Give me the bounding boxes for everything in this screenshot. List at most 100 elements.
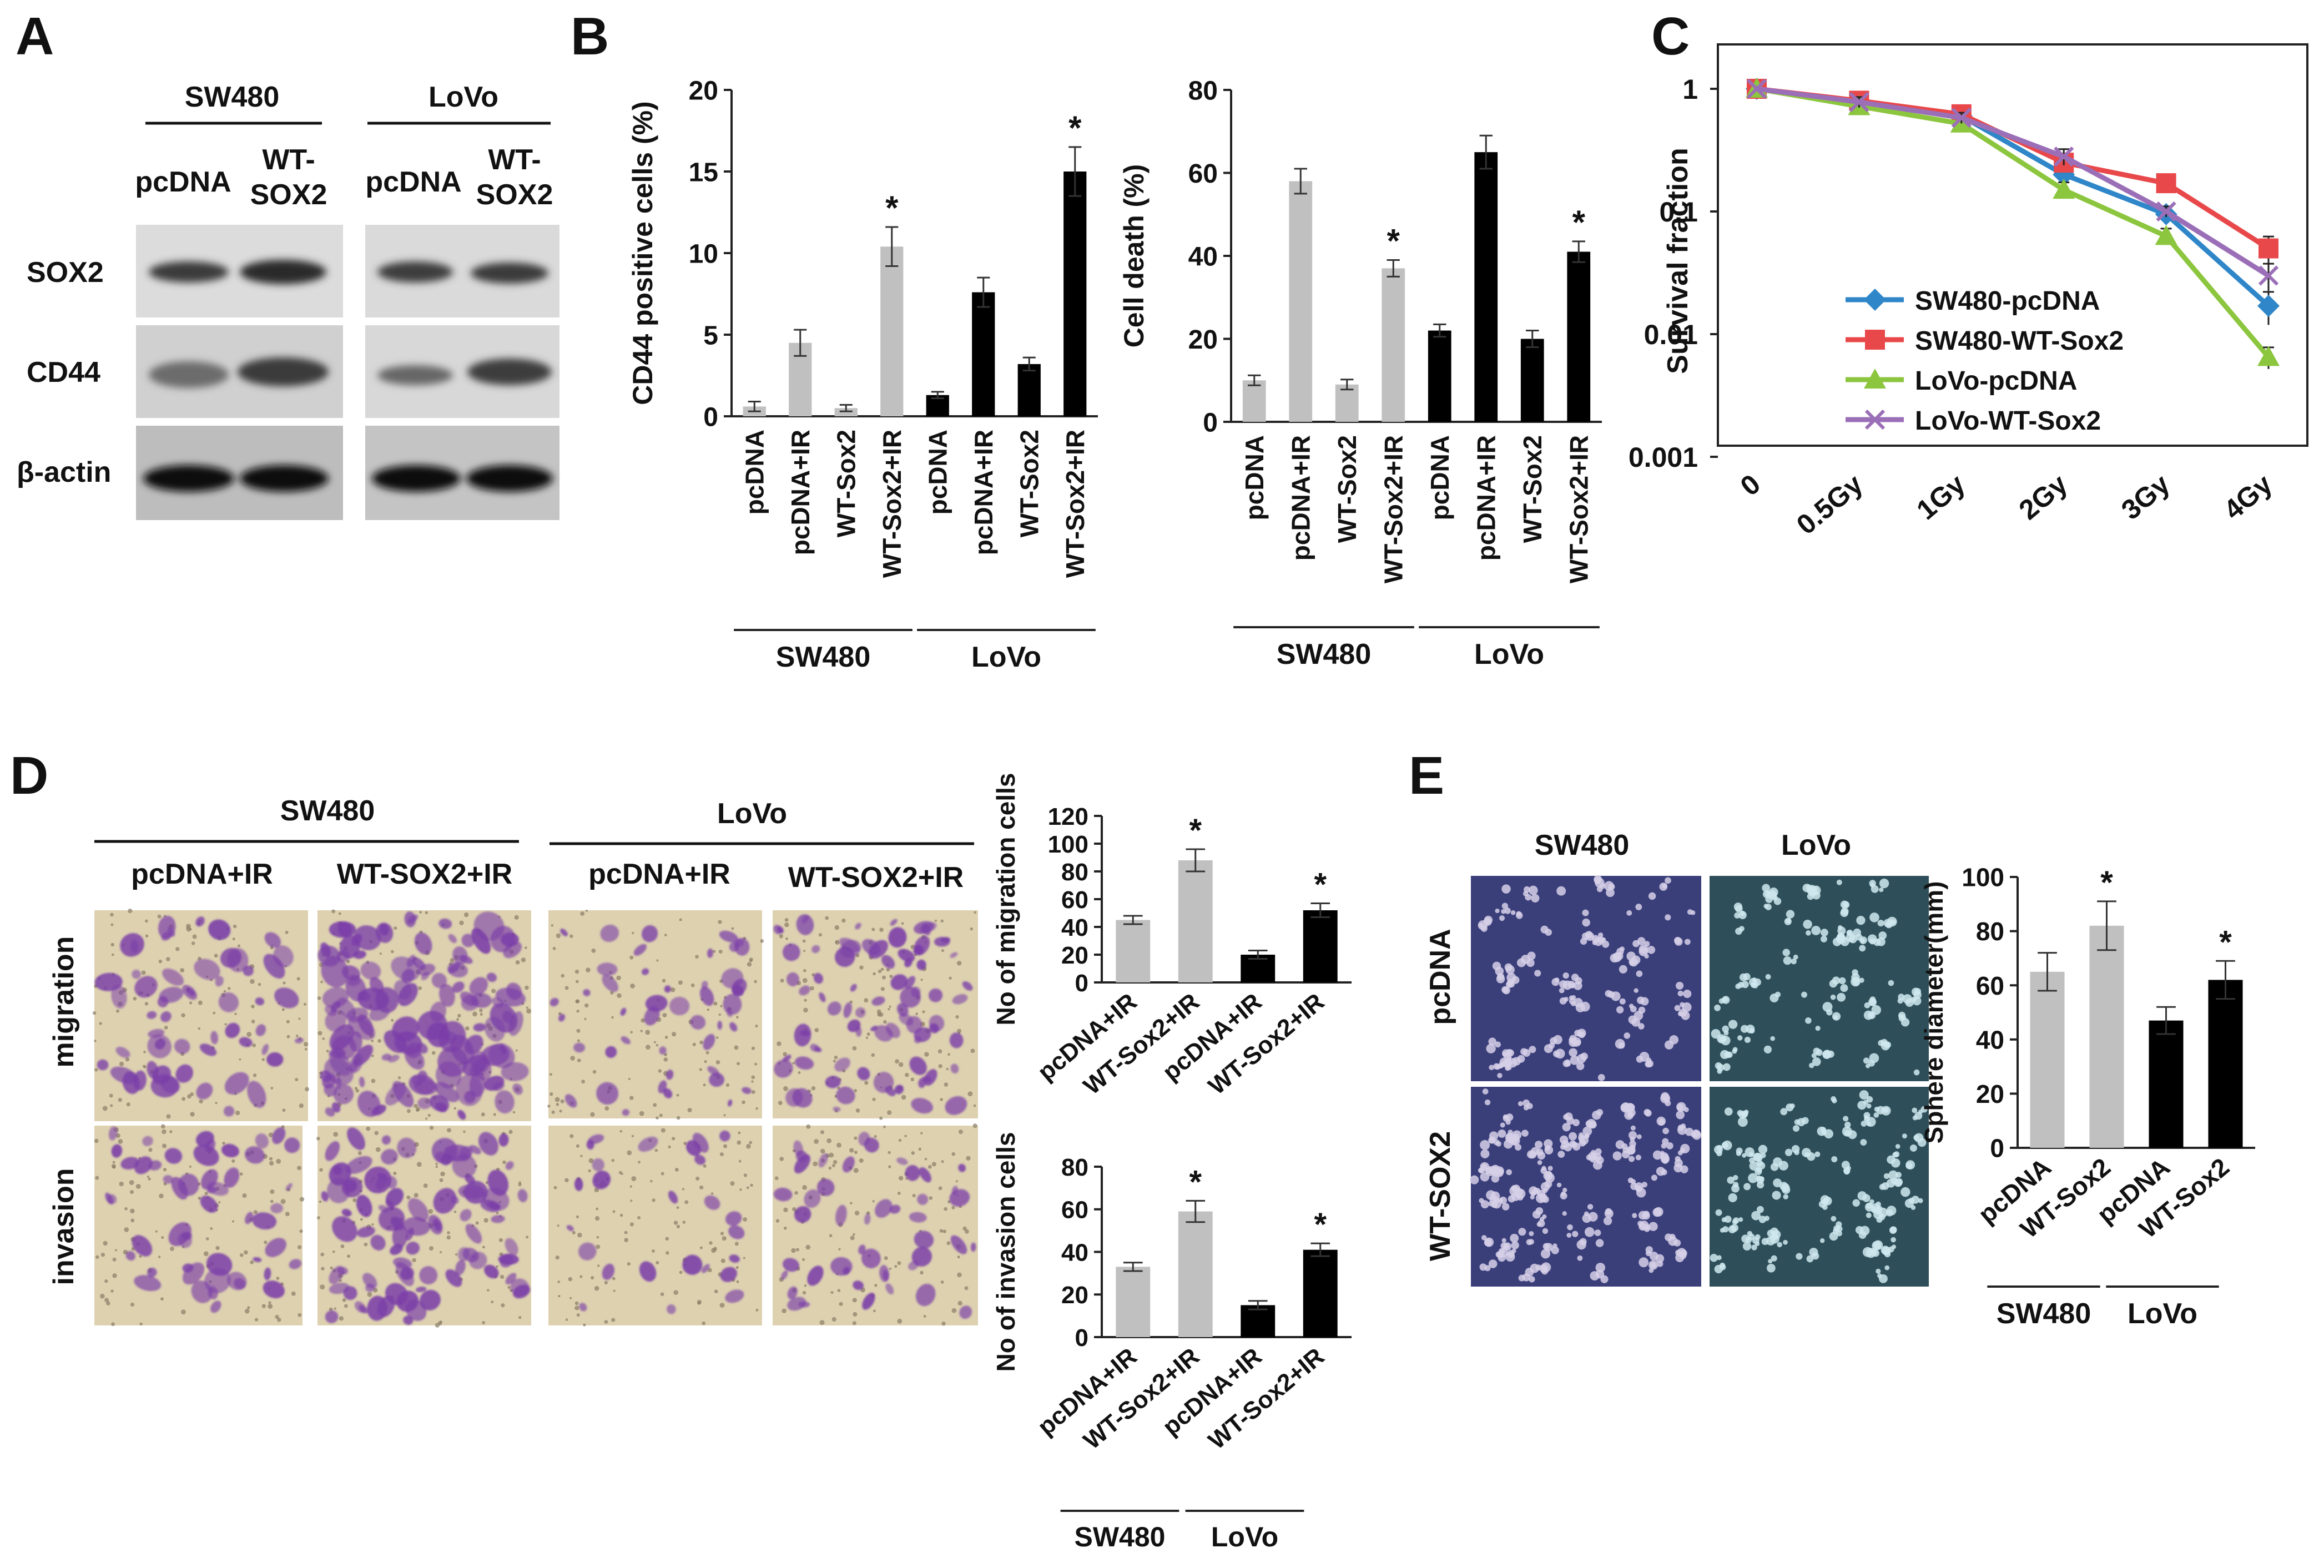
- sphere-cell: [1822, 1002, 1833, 1012]
- pore: [319, 1200, 322, 1203]
- pore: [794, 1191, 798, 1195]
- pore: [749, 1141, 753, 1145]
- pore: [653, 1103, 657, 1107]
- pore: [182, 1097, 186, 1101]
- sphere-cell: [1637, 996, 1645, 1005]
- pore: [416, 1108, 420, 1112]
- sphere-cell: [1576, 1053, 1586, 1063]
- pore: [580, 911, 585, 916]
- sphere-cell: [1490, 1191, 1500, 1201]
- pore: [947, 1053, 950, 1056]
- cell: [393, 1257, 412, 1269]
- sphere-cell: [1636, 970, 1643, 977]
- pore: [446, 1128, 451, 1133]
- cell: [502, 1011, 514, 1024]
- pore: [631, 1135, 634, 1137]
- pore: [754, 980, 757, 984]
- cell: [160, 1011, 172, 1022]
- cell: [833, 1106, 841, 1112]
- bar: [2089, 925, 2124, 1148]
- pore: [629, 955, 634, 960]
- cell: [148, 1028, 165, 1038]
- pore: [852, 1298, 857, 1303]
- pore: [660, 1292, 664, 1297]
- cell: [911, 986, 921, 997]
- cell: [588, 1134, 604, 1145]
- pore: [559, 1110, 562, 1113]
- pore: [297, 1166, 302, 1171]
- y-tick-label: 100: [1962, 863, 2004, 892]
- cell: [420, 1289, 441, 1310]
- pore: [92, 1011, 97, 1015]
- cell: [438, 984, 455, 1007]
- pore: [967, 1091, 973, 1097]
- pore: [585, 909, 588, 912]
- x-tick-label: pcDNA: [923, 430, 952, 515]
- pore: [957, 1272, 962, 1278]
- pore: [554, 1097, 560, 1102]
- pore: [269, 1157, 273, 1161]
- bar: [1428, 330, 1451, 422]
- pore: [604, 1320, 608, 1324]
- sphere-cell: [1470, 1175, 1479, 1184]
- pore: [895, 1059, 899, 1064]
- cell: [890, 919, 898, 926]
- cell: [465, 1223, 482, 1244]
- sphere-cell: [1740, 910, 1746, 916]
- cell: [264, 932, 281, 948]
- sphere-cell: [1909, 1144, 1917, 1152]
- sphere-cell: [1560, 1144, 1566, 1150]
- blot-band: [372, 465, 461, 492]
- cell: [417, 1070, 428, 1082]
- sphere-cell: [1783, 956, 1792, 965]
- sphere-cell: [1517, 1194, 1524, 1201]
- pore: [920, 1270, 924, 1275]
- pore: [110, 923, 114, 926]
- sphere-cell: [1869, 880, 1876, 887]
- sphere-cell: [1765, 904, 1772, 910]
- sphere-cell: [1831, 1216, 1837, 1222]
- cell: [322, 987, 349, 1008]
- pore: [574, 1305, 579, 1310]
- cell: [431, 972, 447, 989]
- cell: [332, 1165, 342, 1175]
- pore: [880, 987, 885, 991]
- cell: [455, 1259, 466, 1275]
- sphere-cell: [1579, 1140, 1586, 1147]
- cell: [405, 1228, 414, 1241]
- pore: [594, 1285, 599, 1291]
- pore: [699, 1185, 704, 1190]
- pore: [371, 1055, 374, 1057]
- x-tick-label: WT-Sox2: [1333, 435, 1362, 543]
- pore: [141, 970, 146, 975]
- cell: [162, 968, 184, 986]
- pore: [130, 1218, 135, 1223]
- cell: [950, 1235, 967, 1254]
- pore: [556, 1103, 559, 1106]
- sphere-cell: [1745, 1147, 1755, 1157]
- y-tick-label: 0: [1075, 1324, 1088, 1352]
- cell: [855, 1026, 862, 1037]
- cell: [592, 1158, 604, 1172]
- bar: [2149, 1020, 2184, 1148]
- sphere-cell: [1822, 1204, 1828, 1210]
- sphere-cell: [1884, 1265, 1890, 1270]
- sphere-cell: [1710, 1253, 1718, 1262]
- cell: [782, 943, 800, 961]
- cell: [376, 922, 394, 943]
- pore: [825, 916, 829, 920]
- sphere-cell: [1874, 1106, 1880, 1112]
- cell: [196, 1082, 213, 1100]
- sphere-cell: [1572, 1231, 1579, 1237]
- pore: [619, 1130, 623, 1133]
- pore: [829, 1152, 834, 1158]
- cell: [861, 939, 881, 956]
- stain-col-pcdna-ir-lovo: pcDNA+IR: [588, 858, 730, 890]
- pore: [673, 1290, 678, 1295]
- cell: [325, 1141, 340, 1161]
- cell: [843, 1002, 852, 1018]
- blot-images: [136, 225, 559, 520]
- sphere-cell: [1859, 1090, 1869, 1100]
- marker-x: [2054, 147, 2074, 167]
- pore: [630, 1031, 633, 1033]
